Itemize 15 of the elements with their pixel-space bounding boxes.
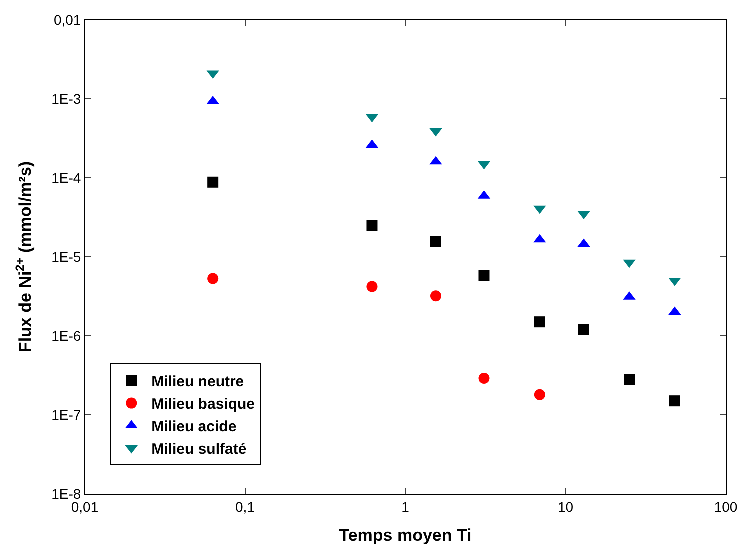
y-tick-label: 1E-4 [52,170,82,186]
legend-label: Milieu basique [152,396,255,414]
y-tick-label: 1E-7 [52,406,82,423]
x-tick-label: 0,1 [236,498,256,515]
x-tick-label: 1 [402,498,410,515]
legend-label: Milieu sulfaté [152,441,247,458]
legend-label: Milieu acide [152,418,237,436]
y-tick-label: 1E-5 [52,248,82,265]
legend-label: Milieu neutre [152,374,244,391]
x-axis-title: Temps moyen Ti [339,526,472,546]
y-tick-label: 1E-6 [52,328,82,344]
x-tick-label: 100 [714,498,738,515]
x-tick-label: 10 [558,498,574,515]
y-tick-label: 1E-3 [52,90,82,107]
y-tick-label: 0,01 [54,12,82,28]
